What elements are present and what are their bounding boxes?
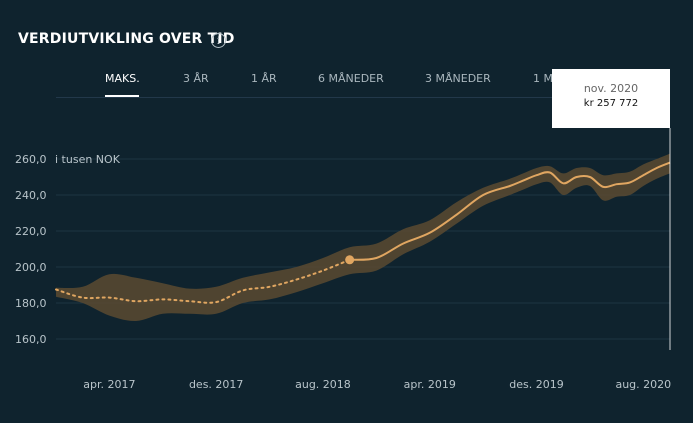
series-marker-point [345,255,355,265]
x-tick-label: apr. 2019 [404,378,456,391]
x-tick-label: aug. 2018 [295,378,351,391]
tab-1-month[interactable]: 1 M [533,72,553,85]
series-line-estimated [55,258,351,304]
tooltip-value: kr 257 772 [583,98,639,109]
tabs-divider [56,97,670,98]
chart-title: VERDIUTVIKLING OVER TID [18,31,235,47]
y-tick-label: 180,0 [15,297,47,310]
tab-1-year[interactable]: 1 ÅR [251,72,277,85]
y-tick-label: 240,0 [15,189,47,202]
info-icon[interactable]: i [211,33,226,48]
x-tick-label: des. 2017 [189,378,243,391]
period-tabs: MAKS. 3 ÅR 1 ÅR 6 MÅNEDER 3 MÅNEDER 1 M [0,72,670,98]
y-tick-label: 260,0 [15,153,47,166]
x-tick-label: des. 2019 [509,378,563,391]
tab-3-months[interactable]: 3 MÅNEDER [425,72,491,85]
tab-3-years[interactable]: 3 ÅR [183,72,209,85]
x-tick-label: apr. 2017 [83,378,135,391]
tab-max[interactable]: MAKS. [105,72,140,85]
y-tick-label: 200,0 [15,261,47,274]
y-tick-label: 160,0 [15,333,47,346]
hover-tooltip: nov. 2020 kr 257 772 [552,69,670,128]
confidence-band [56,153,670,322]
tooltip-date: nov. 2020 [583,82,639,95]
y-tick-label: 220,0 [15,225,47,238]
series-line-value [349,161,671,261]
x-tick-label: aug. 2020 [615,378,671,391]
y-axis-label: i tusen NOK [55,153,121,166]
active-tab-indicator [105,95,139,97]
tab-6-months[interactable]: 6 MÅNEDER [318,72,384,85]
